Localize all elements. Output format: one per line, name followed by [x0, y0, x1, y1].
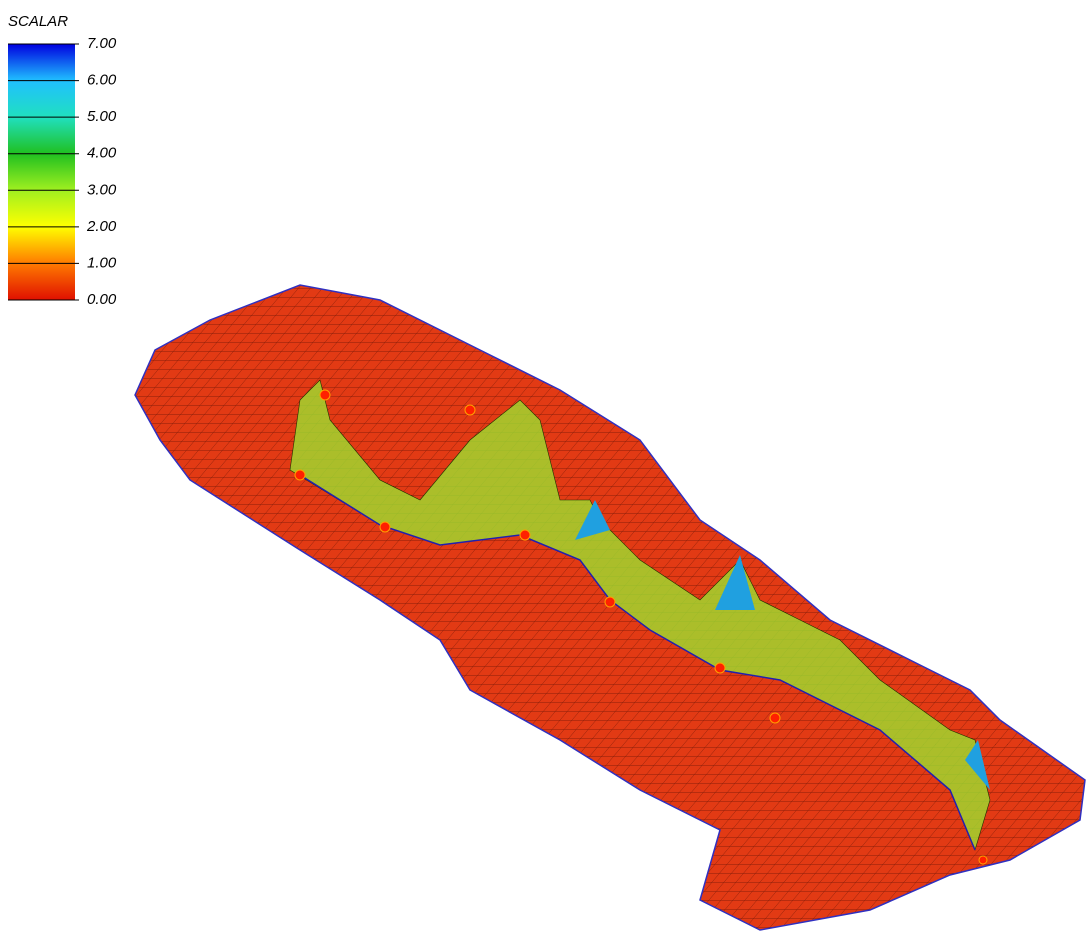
surface — [135, 285, 1085, 930]
colorbar-tick-label: 0.00 — [87, 291, 117, 308]
colorbar-tick-label: 4.00 — [87, 145, 117, 162]
colorbar-tick-label: 2.00 — [86, 218, 117, 235]
page: SCALAR 7.006.005.004.003.002.001.000.00 … — [0, 0, 1090, 934]
chart: SCALAR 7.00 6.00 5.00 4.00 3.00 2.00 1.00 0.00 — [0, 0, 1090, 934]
colorbar-tick-label: 7.00 — [87, 35, 117, 52]
legend-title: SCALAR — [8, 13, 68, 30]
colorbar — [8, 44, 75, 300]
colorbar-tick-label: 5.00 — [87, 108, 117, 125]
colorbar-tick-label: 3.00 — [87, 181, 117, 198]
colorbar-tick-label: 1.00 — [87, 254, 117, 271]
colorbar-tick-label: 6.00 — [87, 72, 117, 89]
